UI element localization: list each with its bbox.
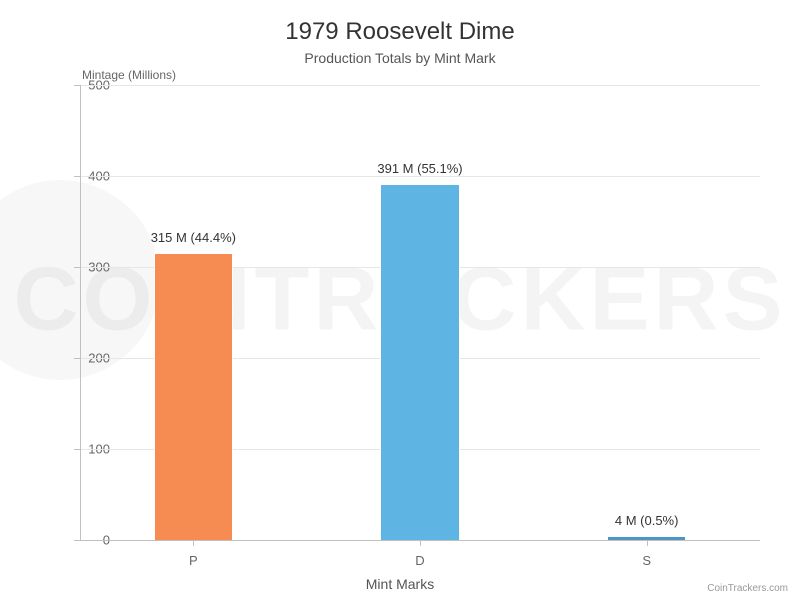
gridline xyxy=(80,85,760,86)
bar-label-P: 315 M (44.4%) xyxy=(151,230,236,245)
bar-label-D: 391 M (55.1%) xyxy=(377,161,462,176)
chart-subtitle: Production Totals by Mint Mark xyxy=(0,50,800,66)
plot-area: 315 M (44.4%) 391 M (55.1%) 4 M (0.5%) xyxy=(80,85,760,540)
x-tick-mark xyxy=(420,540,421,546)
bar-label-S: 4 M (0.5%) xyxy=(615,513,679,528)
x-tick-mark xyxy=(193,540,194,546)
credits-text: CoinTrackers.com xyxy=(707,583,788,594)
x-axis-label: Mint Marks xyxy=(0,576,800,592)
bar-P xyxy=(154,253,233,540)
chart-container: 1979 Roosevelt Dime Production Totals by… xyxy=(0,0,800,600)
y-axis-label: Mintage (Millions) xyxy=(82,68,176,82)
y-axis-line xyxy=(80,85,81,540)
x-tick-mark xyxy=(647,540,648,546)
bar-D xyxy=(380,184,459,540)
chart-title: 1979 Roosevelt Dime xyxy=(0,0,800,46)
